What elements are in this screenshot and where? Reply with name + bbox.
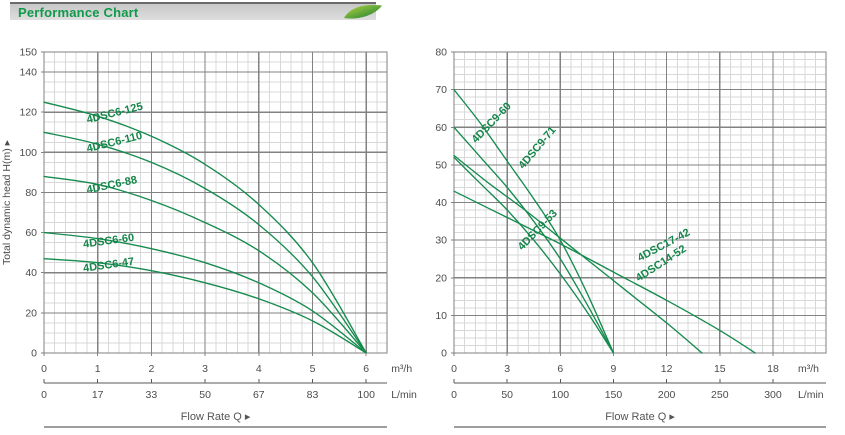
curve-4DSC6-88: [43, 175, 367, 354]
secondary-tick-label: 100: [552, 389, 570, 401]
secondary-tick-label: 17: [92, 389, 104, 401]
y-tick-label: 60: [25, 227, 37, 239]
x-tick-label: 3: [504, 363, 510, 375]
x-tick-label: 18: [767, 363, 779, 375]
y-tick-label: 80: [25, 187, 37, 199]
y-tick-label: 40: [25, 267, 37, 279]
curve-4DSC6-47: [43, 258, 367, 354]
secondary-tick-label: 33: [146, 389, 158, 401]
y-tick-label: 40: [435, 197, 447, 209]
curve-4DSC14-52: [453, 154, 703, 354]
y-tick-label: 20: [25, 307, 37, 319]
y-tick-label: 60: [435, 122, 447, 134]
y-tick-label: 70: [435, 84, 447, 96]
x-tick-label: 0: [41, 363, 47, 375]
secondary-axis-unit: L/min: [798, 389, 824, 401]
secondary-tick-label: 150: [605, 389, 623, 401]
grid: [454, 52, 827, 353]
flow-rate-label: Flow Rate Q ▸: [605, 411, 675, 423]
section-title: Performance Chart: [18, 5, 139, 20]
x-tick-label: 4: [256, 363, 262, 375]
x-tick-label: 12: [661, 363, 673, 375]
curve-label-4DSC6-110: 4DSC6-110: [85, 130, 143, 155]
secondary-tick-label: 300: [764, 389, 782, 401]
y-tick-label: 0: [441, 348, 447, 360]
performance-chart-left: 4DSC6-1254DSC6-1104DSC6-884DSC6-604DSC6-…: [1, 47, 417, 428]
x-axis-unit: m³/h: [391, 363, 412, 375]
y-tick-label: 0: [31, 348, 37, 360]
curve-4DSC17-42: [453, 190, 756, 354]
curve-4DSC6-60: [43, 231, 367, 354]
secondary-tick-label: 0: [451, 389, 457, 401]
x-tick-label: 9: [611, 363, 617, 375]
y-tick-label: 30: [435, 235, 447, 247]
x-tick-label: 15: [714, 363, 726, 375]
curve-4DSC6-110: [43, 131, 367, 354]
section-header: Performance Chart: [10, 2, 382, 20]
y-tick-label: 150: [19, 47, 37, 59]
curve-4DSC6-125: [43, 101, 367, 354]
y-tick-label: 140: [19, 67, 37, 79]
x-tick-label: 2: [148, 363, 154, 375]
secondary-tick-label: 0: [41, 389, 47, 401]
x-tick-label: 6: [363, 363, 369, 375]
grid: [44, 52, 388, 353]
curve-4DSC9-53: [453, 156, 615, 354]
secondary-tick-label: 50: [199, 389, 211, 401]
x-tick-label: 6: [557, 363, 563, 375]
x-tick-label: 5: [310, 363, 316, 375]
leaf-icon: [342, 3, 388, 22]
secondary-tick-label: 50: [501, 389, 513, 401]
y-tick-label: 80: [435, 47, 447, 59]
secondary-tick-label: 83: [307, 389, 319, 401]
secondary-tick-label: 200: [658, 389, 676, 401]
y-axis-title: Total dynamic head H(m) ▸: [1, 139, 13, 265]
x-tick-label: 0: [451, 363, 457, 375]
secondary-tick-label: 250: [711, 389, 729, 401]
x-tick-label: 1: [95, 363, 101, 375]
y-tick-label: 120: [19, 107, 37, 119]
secondary-tick-label: 67: [253, 389, 265, 401]
y-tick-label: 100: [19, 147, 37, 159]
curve-4DSC9-60: [453, 126, 615, 354]
flow-rate-label: Flow Rate Q ▸: [181, 411, 251, 423]
y-tick-label: 50: [435, 159, 447, 171]
y-tick-label: 10: [435, 310, 447, 322]
plot-frame: [43, 51, 388, 354]
x-tick-label: 3: [202, 363, 208, 375]
y-tick-label: 20: [435, 272, 447, 284]
secondary-axis-unit: L/min: [391, 389, 417, 401]
secondary-tick-label: 100: [357, 389, 375, 401]
curve-4DSC9-71: [453, 88, 615, 354]
x-axis-unit: m³/h: [798, 363, 819, 375]
